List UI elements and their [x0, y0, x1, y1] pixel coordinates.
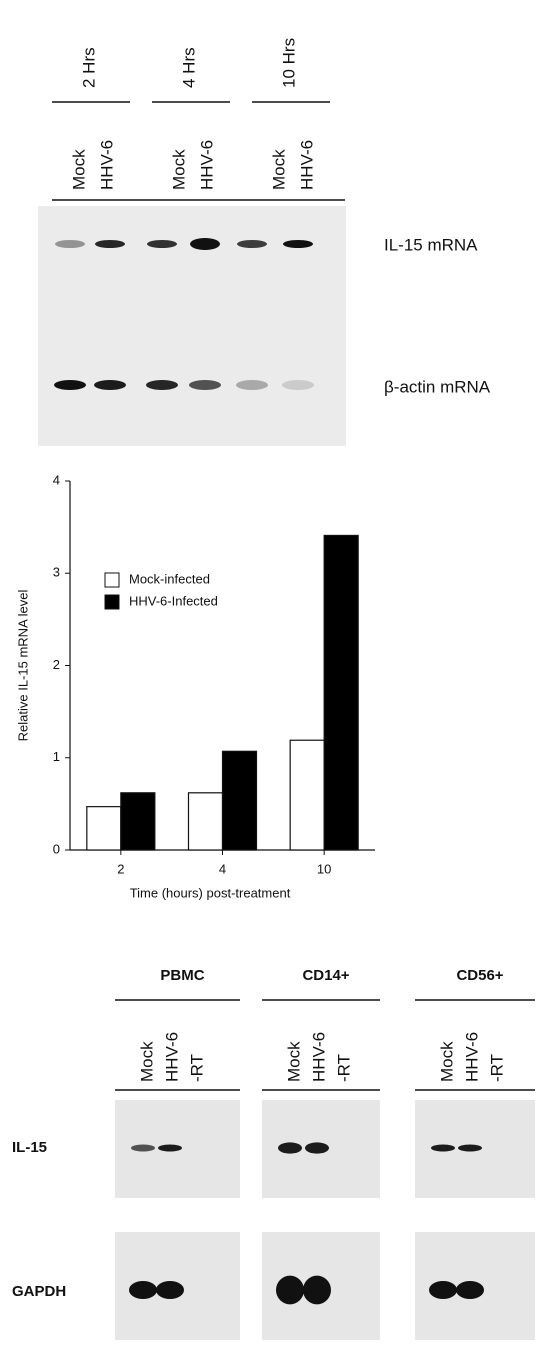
band: [431, 1144, 455, 1152]
time-label: 10 Hrs: [279, 38, 298, 88]
time-label: 2 Hrs: [79, 47, 98, 88]
y-tick-label: 0: [53, 841, 60, 856]
band: [458, 1144, 482, 1152]
y-tick-label: 4: [53, 472, 60, 487]
band: [282, 380, 314, 390]
bar: [289, 739, 325, 851]
legend-label: Mock-infected: [129, 571, 210, 586]
lane-label: Mock: [437, 1041, 456, 1082]
lane-label: Mock: [284, 1041, 303, 1082]
lane-label: HHV-6: [462, 1032, 481, 1082]
lane-label: HHV-6: [297, 140, 316, 190]
legend-swatch: [104, 572, 120, 588]
x-axis-label: Time (hours) post-treatment: [130, 885, 291, 900]
band: [131, 1144, 155, 1152]
band: [278, 1142, 302, 1154]
y-tick-label: 2: [53, 657, 60, 672]
band: [129, 1281, 157, 1299]
band: [237, 240, 267, 248]
band: [94, 380, 126, 390]
band: [456, 1281, 484, 1299]
y-tick-label: 3: [53, 565, 60, 580]
bar: [120, 792, 156, 851]
legend-swatch: [104, 594, 120, 610]
band: [303, 1275, 331, 1305]
row-label: GAPDH: [12, 1283, 66, 1300]
band: [54, 380, 86, 390]
lane-label: -RT: [187, 1054, 206, 1082]
band: [146, 380, 178, 390]
band: [236, 380, 268, 390]
band: [276, 1275, 304, 1305]
lane-label: Mock: [169, 149, 188, 190]
x-tick-label: 4: [219, 861, 226, 876]
lane-label: Mock: [69, 149, 88, 190]
band: [305, 1142, 329, 1154]
y-axis-label: Relative IL-15 mRNA level: [15, 590, 30, 742]
band-label: IL-15 mRNA: [384, 235, 478, 254]
band: [283, 240, 313, 248]
cell-label: PBMC: [160, 967, 204, 984]
band-label: β-actin mRNA: [384, 377, 491, 396]
bar: [323, 534, 359, 851]
band: [55, 240, 85, 248]
band: [156, 1281, 184, 1299]
y-tick-label: 1: [53, 749, 60, 764]
bar: [221, 750, 258, 851]
band: [158, 1144, 182, 1152]
lane-label: HHV-6: [197, 140, 216, 190]
cell-label: CD56+: [456, 967, 503, 984]
legend-label: HHV-6-Infected: [129, 593, 218, 608]
lane-label: HHV-6: [97, 140, 116, 190]
lane-label: -RT: [334, 1054, 353, 1082]
x-tick-label: 10: [317, 861, 331, 876]
band: [189, 380, 221, 390]
lane-label: Mock: [269, 149, 288, 190]
time-label: 4 Hrs: [179, 47, 198, 88]
lane-label: HHV-6: [162, 1032, 181, 1082]
row-label: IL-15: [12, 1139, 47, 1156]
cell-label: CD14+: [302, 967, 349, 984]
bar: [187, 792, 224, 851]
x-tick-label: 2: [117, 861, 124, 876]
band: [95, 240, 125, 248]
lane-label: Mock: [137, 1041, 156, 1082]
band: [190, 238, 220, 250]
band: [147, 240, 177, 248]
lane-label: HHV-6: [309, 1032, 328, 1082]
lane-label: -RT: [487, 1054, 506, 1082]
band: [429, 1281, 457, 1299]
bar: [86, 806, 122, 851]
